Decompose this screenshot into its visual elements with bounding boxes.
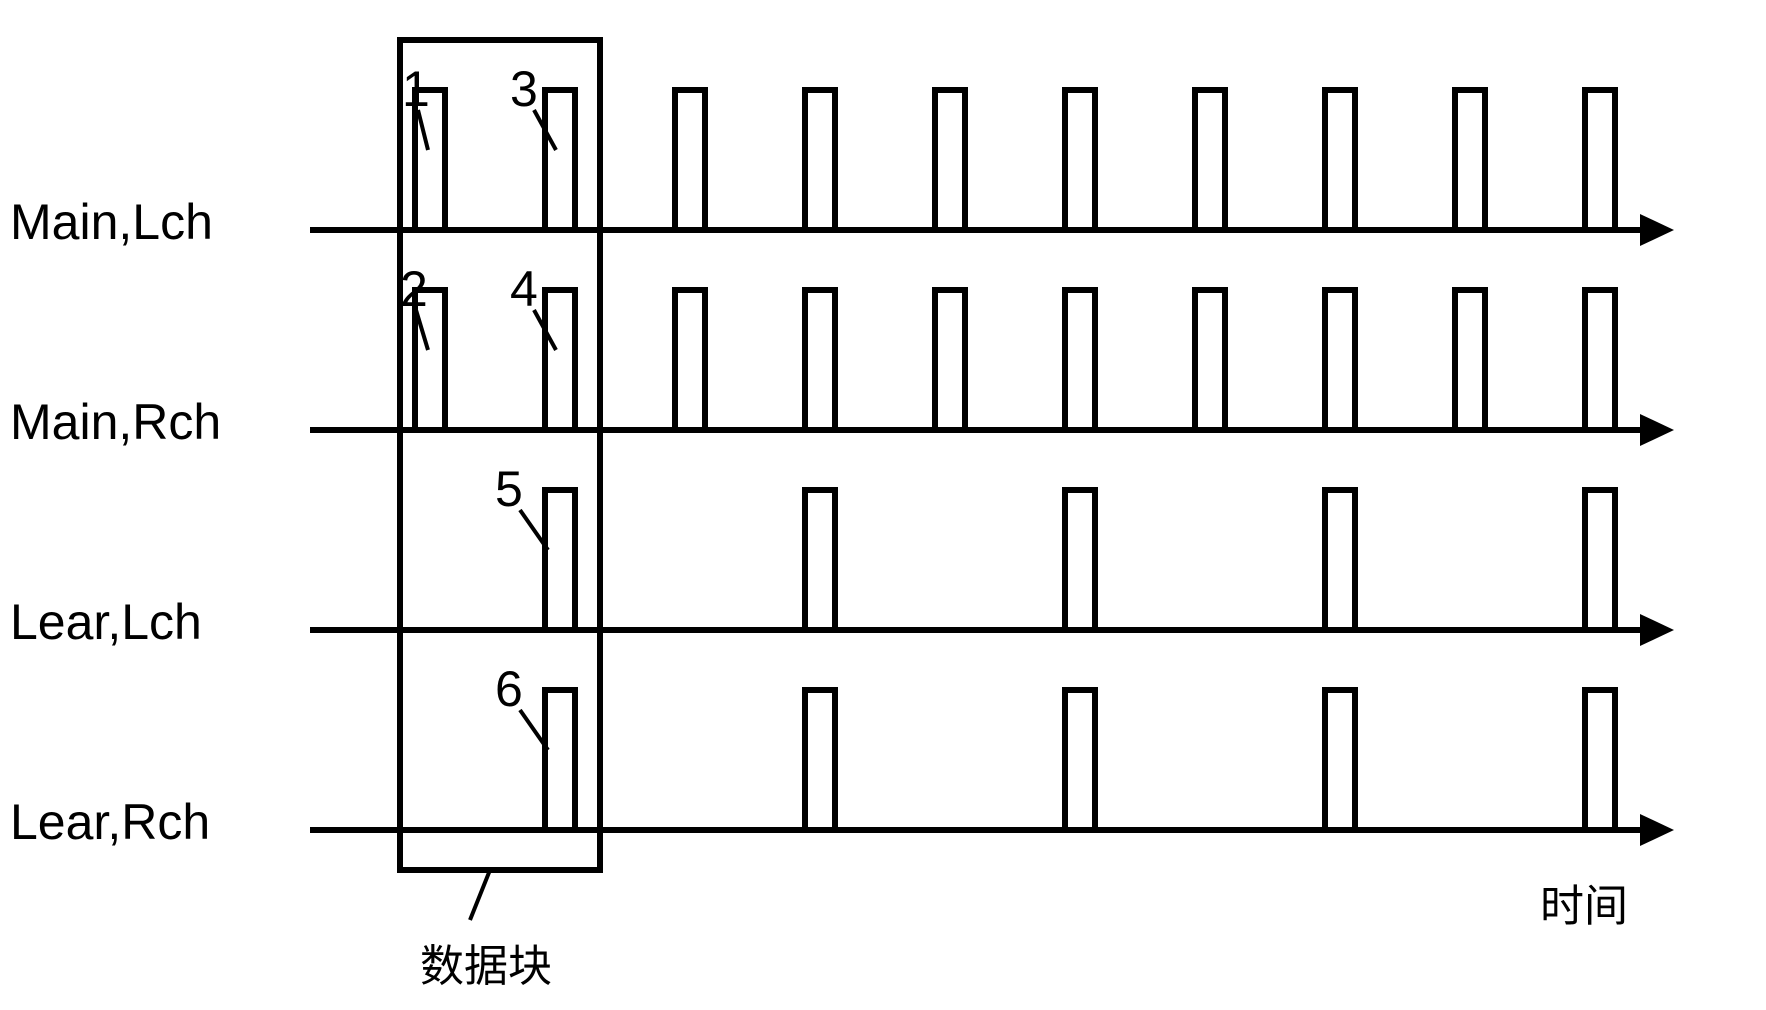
pulse [1065,490,1095,630]
pulse [1585,490,1615,630]
axis-arrow [1640,614,1674,646]
pulse [1195,90,1225,230]
pulse [805,690,835,830]
pulse [805,90,835,230]
pulse [1325,690,1355,830]
pulse [935,290,965,430]
row-label: Lear,Rch [10,793,210,851]
callout-number: 3 [510,60,538,118]
callout-number: 5 [495,460,523,518]
pulse [1065,290,1095,430]
pulse [1065,690,1095,830]
row-label: Main,Lch [10,193,213,251]
block-caption: 数据块 [420,930,552,994]
row-label: Main,Rch [10,393,221,451]
block-leader [470,870,490,920]
pulse [545,90,575,230]
pulse [1325,290,1355,430]
pulse [1585,90,1615,230]
pulse [545,490,575,630]
row-label: Lear,Lch [10,593,202,651]
axis-arrow [1640,214,1674,246]
callout-number: 6 [495,660,523,718]
pulse [1585,690,1615,830]
time-axis-caption: 时间 [1540,870,1628,934]
pulse [1065,90,1095,230]
pulse [935,90,965,230]
pulse [1585,290,1615,430]
pulse [1325,90,1355,230]
callout-number: 4 [510,260,538,318]
data-block-rect [400,40,600,870]
axis-arrow [1640,414,1674,446]
pulse [1455,90,1485,230]
callout-number: 2 [400,260,428,318]
pulse [545,690,575,830]
callout-number: 1 [402,60,430,118]
pulse [805,290,835,430]
pulse [675,290,705,430]
pulse [1195,290,1225,430]
pulse [1325,490,1355,630]
axis-arrow [1640,814,1674,846]
pulse [1455,290,1485,430]
pulse [675,90,705,230]
pulse [805,490,835,630]
pulse [545,290,575,430]
